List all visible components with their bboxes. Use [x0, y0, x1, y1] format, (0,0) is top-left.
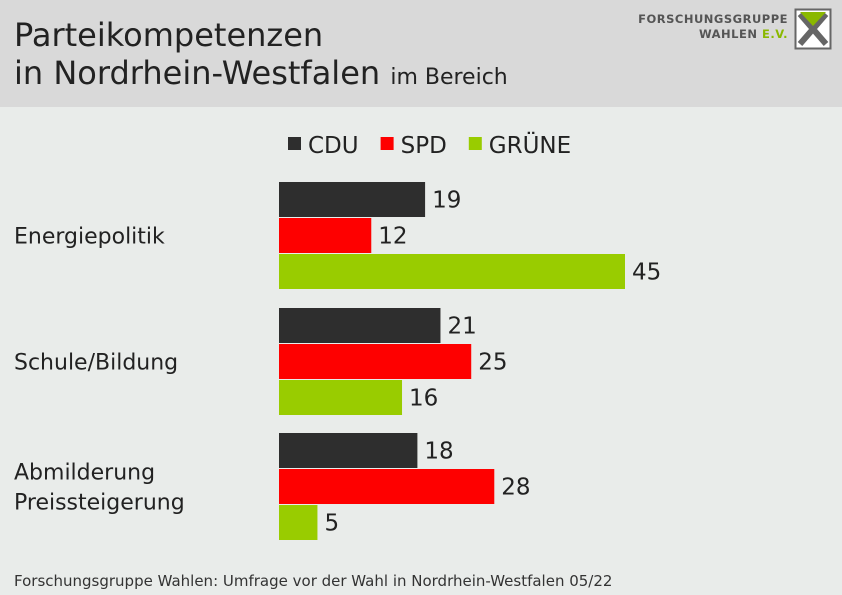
bar-chart: CDU SPD GRÜNE Energiepolitik Schule/Bildung A… — [14, 131, 661, 540]
bar-spd-1 — [279, 344, 472, 379]
bar-cdu-0 — [279, 182, 426, 217]
title-suffix: im Bereich — [390, 65, 508, 90]
data-label-cdu-2: 18 — [424, 439, 453, 465]
legend-swatch-2 — [468, 137, 482, 150]
logo-line-2: WAHLEN E.V. — [638, 27, 788, 42]
data-label-grüne-1: 16 — [409, 386, 438, 412]
page-title: Parteikompetenzen in Nordrhein-Westfalen… — [14, 16, 508, 97]
header: Parteikompetenzen in Nordrhein-Westfalen… — [0, 0, 842, 107]
data-label-cdu-1: 21 — [447, 314, 476, 340]
logo-icon — [794, 8, 832, 50]
data-label-spd-0: 12 — [378, 224, 407, 250]
data-label-spd-2: 28 — [501, 475, 530, 501]
legend-label-2: GRÜNE — [489, 131, 571, 159]
logo: FORSCHUNGSGRUPPE WAHLEN E.V. — [638, 8, 832, 52]
legend-label-0: CDU — [308, 133, 359, 159]
legend-swatch-1 — [380, 137, 394, 150]
bar-grüne-2 — [279, 505, 318, 540]
bar-cdu-1 — [279, 308, 441, 343]
bar-spd-2 — [279, 469, 495, 504]
category-label-2-1: Preissteigerung — [14, 491, 185, 516]
logo-text: FORSCHUNGSGRUPPE WAHLEN E.V. — [638, 8, 788, 42]
category-label-1-0: Schule/Bildung — [14, 351, 178, 376]
legend-label-1: SPD — [401, 133, 447, 159]
logo-line-2-suffix: E.V. — [761, 27, 788, 41]
category-label-2-0: Abmilderung — [14, 461, 155, 486]
source-note: Forschungsgruppe Wahlen: Umfrage vor der… — [14, 572, 613, 590]
logo-line-1: FORSCHUNGSGRUPPE — [638, 12, 788, 26]
data-label-cdu-0: 19 — [432, 188, 461, 214]
bar-grüne-1 — [279, 380, 403, 415]
title-line-2: in Nordrhein-Westfalen im Bereich — [14, 54, 508, 97]
logo-line-2-main: WAHLEN — [698, 27, 758, 41]
data-label-grüne-0: 45 — [632, 260, 661, 286]
bar-cdu-2 — [279, 433, 418, 468]
data-label-grüne-2: 5 — [324, 511, 339, 537]
legend-swatch-0 — [288, 137, 301, 150]
bar-spd-0 — [279, 218, 372, 253]
title-line-2-main: in Nordrhein-Westfalen — [14, 54, 381, 92]
title-line-1: Parteikompetenzen — [14, 16, 324, 54]
category-label-0-0: Energiepolitik — [14, 225, 165, 250]
data-label-spd-1: 25 — [478, 350, 507, 376]
bar-grüne-0 — [279, 254, 625, 289]
